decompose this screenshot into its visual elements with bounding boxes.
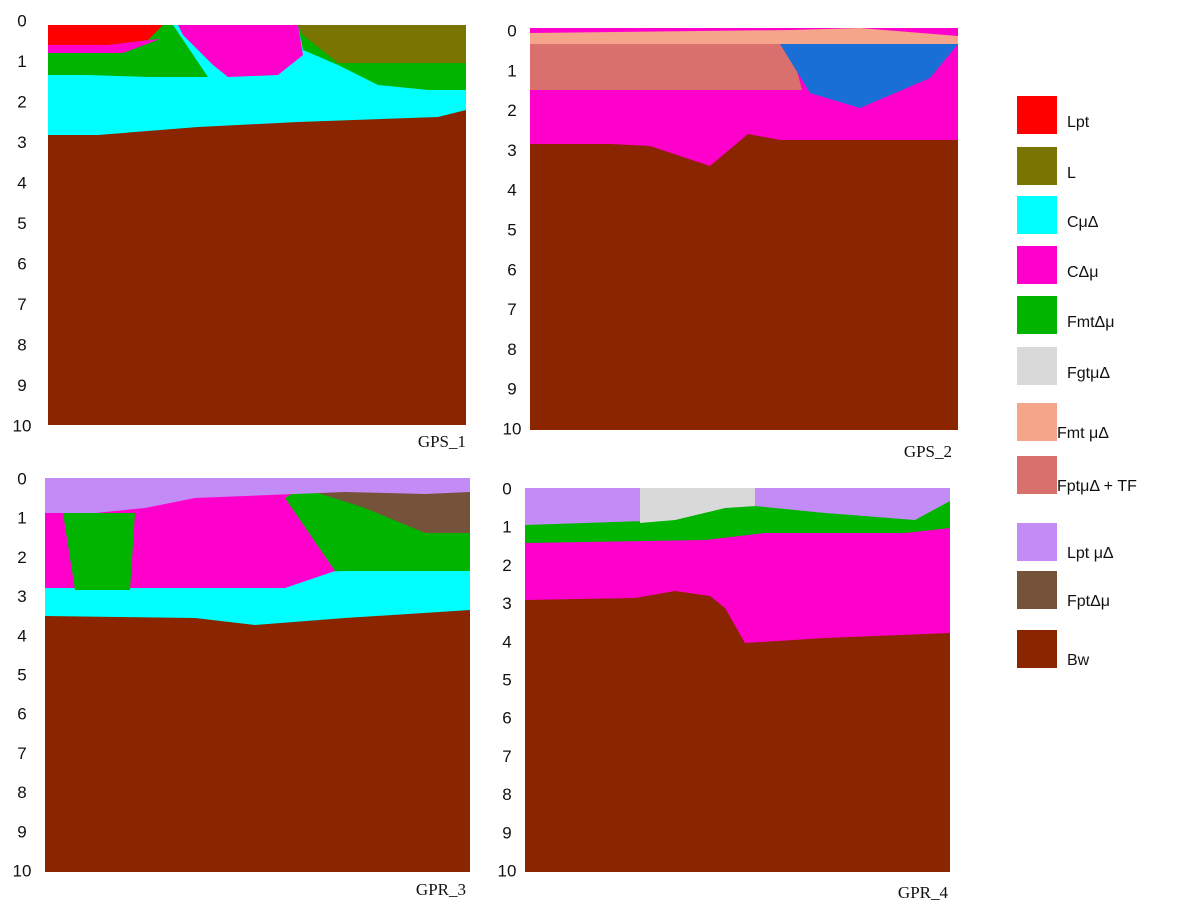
legend-swatch [1017,246,1057,284]
depth-tick-label: 5 [507,220,516,239]
depth-tick-label: 4 [502,632,511,651]
depth-tick-label: 3 [507,141,516,160]
legend-swatch [1017,96,1057,134]
legend-swatch [1017,296,1057,334]
depth-tick-label: 3 [17,587,26,606]
depth-tick-label: 10 [503,419,522,438]
section-label: GPR_3 [416,880,466,899]
depth-tick-label: 1 [17,509,26,528]
depth-tick-label: 3 [502,594,511,613]
depth-tick-label: 7 [502,747,511,766]
legend-swatch [1017,523,1057,561]
legend-label: FptΔμ [1067,593,1110,610]
depth-tick-label: 8 [17,335,26,354]
depth-tick-label: 10 [498,861,517,880]
depth-tick-label: 8 [502,785,511,804]
legend-label: Bw [1067,652,1090,669]
legend-label: Fmt μΔ [1057,425,1109,442]
depth-tick-label: 0 [17,469,26,488]
depth-tick-label: 2 [507,101,516,120]
section-label: GPR_4 [898,883,949,902]
depth-tick-label: 8 [507,340,516,359]
depth-tick-label: 9 [502,823,511,842]
section-label: GPS_1 [418,432,466,451]
depth-tick-label: 7 [507,300,516,319]
depth-tick-label: 5 [502,670,511,689]
depth-tick-label: 0 [17,11,26,30]
depth-tick-label: 4 [17,626,26,645]
depth-tick-label: 6 [17,705,26,724]
section-gpr-3 [45,478,470,872]
depth-tick-label: 9 [507,380,516,399]
depth-tick-label: 4 [17,173,26,192]
legend-swatch [1017,571,1057,609]
legend-swatch [1017,403,1057,441]
depth-tick-label: 7 [17,744,26,763]
legend-label: FgtμΔ [1067,365,1110,382]
depth-tick-label: 6 [502,709,511,728]
legend-swatch [1017,147,1057,185]
depth-tick-label: 8 [17,783,26,802]
depth-tick-label: 7 [17,295,26,314]
figure: 012345678910GPS_1012345678910GPS_2012345… [0,0,1184,907]
legend-label: FmtΔμ [1067,314,1114,331]
legend-label: FptμΔ + TF [1057,478,1137,495]
depth-tick-label: 2 [17,92,26,111]
depth-tick-label: 1 [17,52,26,71]
section-gps-1 [48,25,466,425]
depth-tick-label: 2 [502,556,511,575]
depth-tick-label: 6 [507,260,516,279]
depth-tick-label: 5 [17,214,26,233]
depth-tick-label: 9 [17,376,26,395]
section-label: GPS_2 [904,442,952,461]
depth-tick-label: 1 [502,518,511,537]
depth-tick-label: 10 [13,861,32,880]
depth-tick-label: 1 [507,61,516,80]
legend-label: CΔμ [1067,264,1098,281]
legend-label: Lpt [1067,114,1090,131]
legend-label: Lpt μΔ [1067,545,1114,562]
depth-tick-label: 6 [17,254,26,273]
legend-swatch [1017,630,1057,668]
depth-tick-label: 3 [17,133,26,152]
legend-label: L [1067,165,1076,182]
depth-tick-label: 5 [17,665,26,684]
depth-tick-label: 10 [13,416,32,435]
section-gpr-4 [525,488,950,872]
legend-swatch [1017,456,1057,494]
depth-tick-label: 0 [502,479,511,498]
legend-swatch [1017,347,1057,385]
depth-tick-label: 2 [17,548,26,567]
depth-tick-label: 0 [507,21,516,40]
section-gps-2 [530,28,958,430]
depth-tick-label: 4 [507,181,516,200]
legend-swatch [1017,196,1057,234]
depth-tick-label: 9 [17,822,26,841]
legend-label: CμΔ [1067,214,1099,231]
